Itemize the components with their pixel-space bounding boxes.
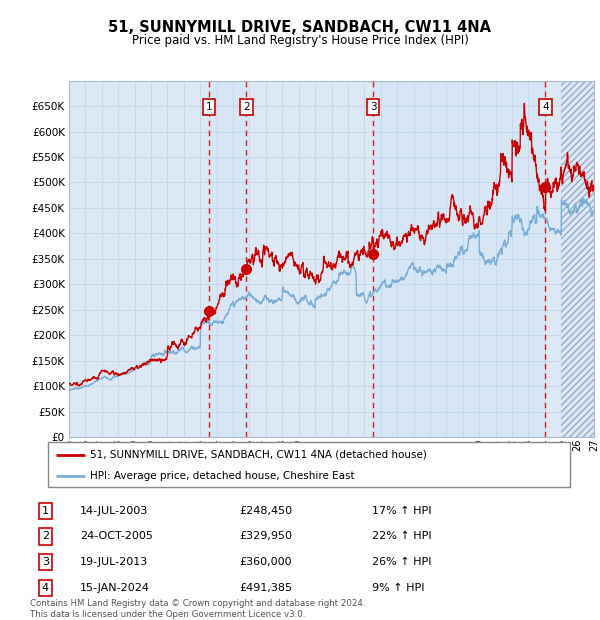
Text: 4: 4: [42, 583, 49, 593]
Text: 2: 2: [42, 531, 49, 541]
Text: 51, SUNNYMILL DRIVE, SANDBACH, CW11 4NA: 51, SUNNYMILL DRIVE, SANDBACH, CW11 4NA: [109, 20, 491, 35]
Bar: [373, 81, 545, 437]
Text: £360,000: £360,000: [240, 557, 292, 567]
Text: 26% ↑ HPI: 26% ↑ HPI: [372, 557, 432, 567]
Text: 2: 2: [243, 102, 250, 112]
Text: 1: 1: [42, 506, 49, 516]
Text: £248,450: £248,450: [240, 506, 293, 516]
Text: 3: 3: [370, 102, 376, 112]
Text: 4: 4: [542, 102, 549, 112]
Text: £491,385: £491,385: [240, 583, 293, 593]
Text: Price paid vs. HM Land Registry's House Price Index (HPI): Price paid vs. HM Land Registry's House …: [131, 34, 469, 47]
Text: 9% ↑ HPI: 9% ↑ HPI: [372, 583, 425, 593]
Text: £329,950: £329,950: [240, 531, 293, 541]
Text: 22% ↑ HPI: 22% ↑ HPI: [372, 531, 432, 541]
Text: 24-OCT-2005: 24-OCT-2005: [80, 531, 152, 541]
Text: 15-JAN-2024: 15-JAN-2024: [80, 583, 149, 593]
Text: 51, SUNNYMILL DRIVE, SANDBACH, CW11 4NA (detached house): 51, SUNNYMILL DRIVE, SANDBACH, CW11 4NA …: [90, 450, 427, 459]
Text: 14-JUL-2003: 14-JUL-2003: [80, 506, 148, 516]
Bar: [561, 81, 594, 437]
Text: 1: 1: [206, 102, 212, 112]
Text: Contains HM Land Registry data © Crown copyright and database right 2024.
This d: Contains HM Land Registry data © Crown c…: [30, 600, 365, 619]
Text: HPI: Average price, detached house, Cheshire East: HPI: Average price, detached house, Ches…: [90, 471, 355, 480]
Text: 3: 3: [42, 557, 49, 567]
Text: 19-JUL-2013: 19-JUL-2013: [80, 557, 148, 567]
Text: 17% ↑ HPI: 17% ↑ HPI: [372, 506, 432, 516]
Bar: [209, 81, 247, 437]
